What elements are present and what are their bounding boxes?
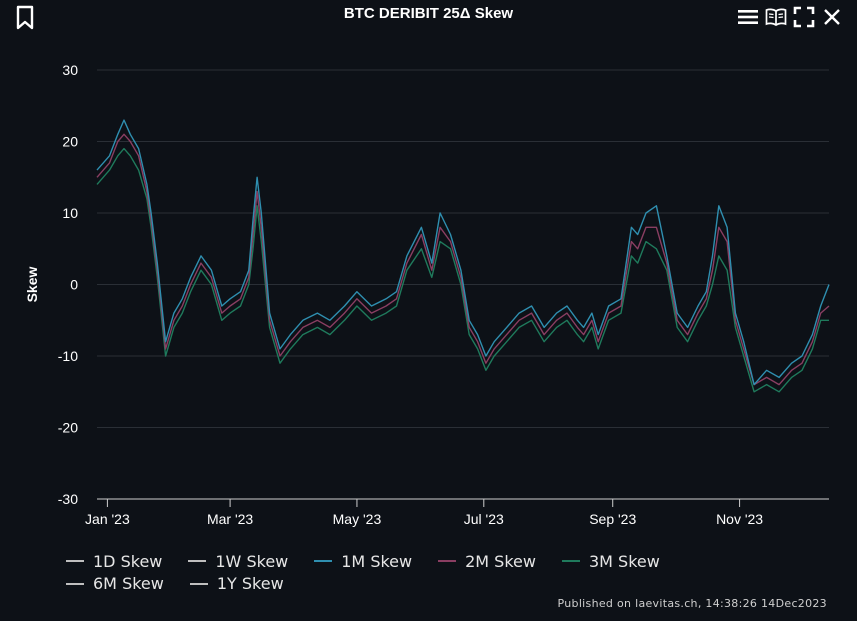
legend-swatch [189, 582, 208, 585]
chart-toolbar [737, 6, 843, 28]
legend-label: 6M Skew [93, 574, 164, 593]
series-line-2m-skew [96, 133, 830, 386]
legend-item-2m-skew[interactable]: 2M Skew [438, 551, 536, 572]
fullscreen-icon[interactable] [793, 6, 815, 28]
x-tick-label: May '23 [333, 511, 382, 527]
chart-legend: 1D Skew 1W Skew 1M Skew 2M Skew 3M Skew 6M Sk… [66, 549, 806, 594]
legend-label: 1Y Skew [216, 574, 284, 593]
legend-swatch [561, 560, 580, 562]
legend-item-1w-skew[interactable]: 1W Skew [188, 551, 288, 572]
x-tick-label: Mar '23 [207, 511, 253, 527]
legend-item-1y-skew[interactable]: 1Y Skew [189, 573, 284, 594]
legend-swatch [66, 582, 84, 585]
menu-icon[interactable] [737, 6, 759, 28]
close-icon[interactable] [821, 6, 843, 28]
x-tick-label: Jan '23 [85, 511, 130, 527]
legend-swatch [314, 560, 333, 562]
bookmark-icon[interactable] [13, 5, 37, 31]
y-tick-label: -30 [58, 491, 78, 507]
legend-label: 1W Skew [215, 551, 289, 571]
legend-label: 3M Skew [588, 551, 660, 571]
series-line-3m-skew [96, 147, 829, 393]
chart-header: BTC DERIBIT 25Δ Skew [0, 0, 857, 30]
y-tick-label: 20 [62, 134, 78, 150]
published-credit: Published on laevitas.ch, 14:38:26 14Dec… [557, 597, 827, 610]
legend-swatch [66, 560, 84, 562]
legend-swatch [188, 560, 207, 562]
x-tick-label: Nov '23 [716, 511, 763, 527]
y-tick-label: 0 [70, 277, 78, 293]
chart-title: BTC DERIBIT 25Δ Skew [343, 5, 514, 22]
book-icon[interactable] [765, 6, 787, 28]
y-tick-label: -10 [58, 348, 78, 364]
legend-label: 2M Skew [465, 551, 536, 571]
legend-label: 1M Skew [341, 551, 413, 571]
legend-item-1m-skew[interactable]: 1M Skew [314, 551, 412, 572]
y-axis-label: Skew [24, 266, 40, 302]
y-tick-label: -20 [58, 420, 78, 436]
series-line-1m-skew [96, 119, 830, 386]
x-tick-label: Sep '23 [589, 511, 636, 527]
legend-item-3m-skew[interactable]: 3M Skew [561, 551, 660, 572]
y-tick-label: 30 [62, 62, 78, 78]
x-tick-label: Jul '23 [464, 511, 504, 527]
legend-swatch [438, 560, 457, 562]
legend-label: 1D Skew [93, 551, 163, 571]
legend-item-1d-skew[interactable]: 1D Skew [66, 551, 162, 572]
y-tick-label: 10 [62, 205, 78, 221]
legend-item-6m-skew[interactable]: 6M Skew [66, 573, 164, 594]
